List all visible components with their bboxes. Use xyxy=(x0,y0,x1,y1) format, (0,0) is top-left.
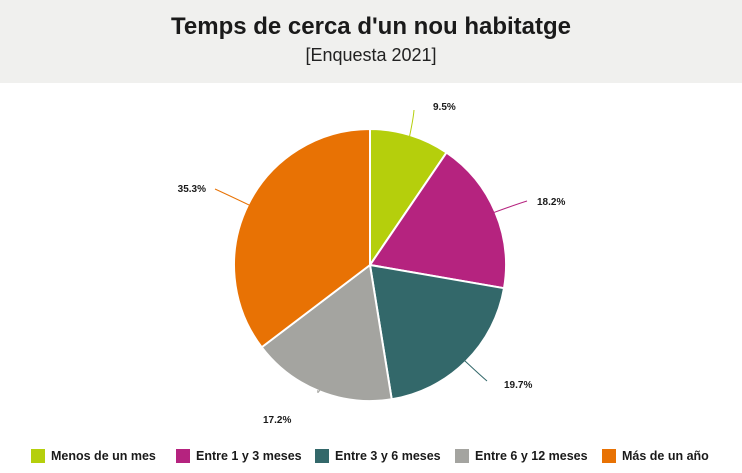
leader-line xyxy=(463,359,488,382)
legend-label: Entre 3 y 6 meses xyxy=(335,449,441,463)
pie-slice xyxy=(369,264,506,401)
legend-swatch xyxy=(315,449,329,463)
legend-label: Entre 6 y 12 meses xyxy=(475,449,588,463)
legend-swatch xyxy=(455,449,469,463)
legend-item-mas-de-un-ano: Más de un año xyxy=(602,449,709,463)
chart-legend: Menos de un mes Entre 1 y 3 meses Entre … xyxy=(0,446,742,470)
data-label: 35.3% xyxy=(178,184,206,195)
legend-label: Menos de un mes xyxy=(51,449,156,463)
legend-item-entre-1-y-3-meses: Entre 1 y 3 meses xyxy=(176,449,302,463)
leader-line xyxy=(317,389,321,393)
data-label: 18.2% xyxy=(537,197,565,208)
legend-item-entre-3-y-6-meses: Entre 3 y 6 meses xyxy=(315,449,441,463)
chart-subtitle: [Enquesta 2021] xyxy=(305,45,437,65)
leader-line xyxy=(214,188,251,206)
legend-item-entre-6-y-12-meses: Entre 6 y 12 meses xyxy=(455,449,588,463)
leader-line xyxy=(408,109,415,138)
pie-chart: 9.5% 18.2% 19.7% 17.2% 35.3% xyxy=(178,102,566,426)
legend-swatch xyxy=(176,449,190,463)
data-label: 17.2% xyxy=(263,415,291,426)
data-label: 19.7% xyxy=(504,380,532,391)
legend-label: Más de un año xyxy=(622,449,709,463)
legend-swatch xyxy=(31,449,45,463)
leader-line xyxy=(493,200,528,214)
legend-swatch xyxy=(602,449,616,463)
legend-label: Entre 1 y 3 meses xyxy=(196,449,302,463)
chart-title: Temps de cerca d'un nou habitatge xyxy=(171,13,571,40)
chart-header: Temps de cerca d'un nou habitatge [Enque… xyxy=(0,0,742,83)
legend-item-menos-de-un-mes: Menos de un mes xyxy=(31,449,156,463)
data-label: 9.5% xyxy=(433,102,456,113)
